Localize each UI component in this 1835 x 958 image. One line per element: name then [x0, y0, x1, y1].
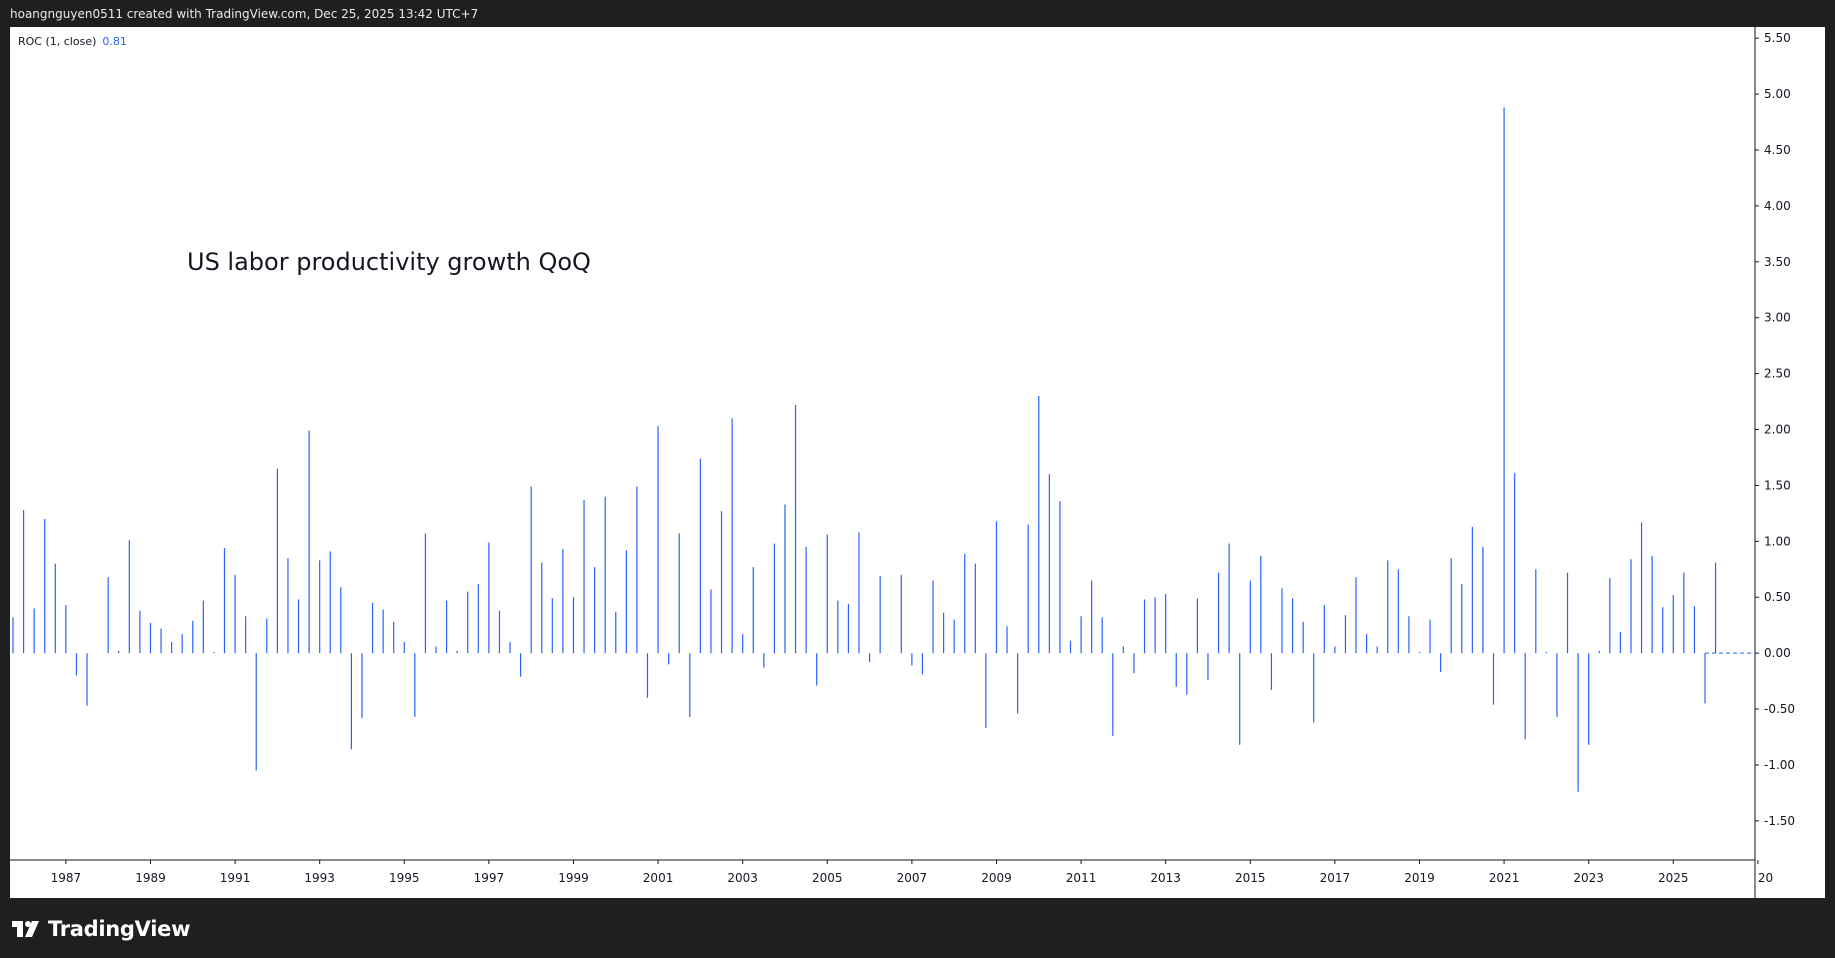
x-tick-label: 2011 [1066, 871, 1097, 885]
chart-credit-header: hoangnguyen0511 created with TradingView… [0, 0, 1835, 27]
y-tick-label: 5.50 [1764, 31, 1791, 45]
x-tick-label: 2019 [1404, 871, 1435, 885]
y-tick-label: 3.50 [1764, 255, 1791, 269]
y-tick-label: 1.00 [1764, 534, 1791, 548]
y-tick-label: 4.50 [1764, 143, 1791, 157]
indicator-legend[interactable]: ROC (1, close) 0.81 [18, 35, 127, 48]
x-tick-label: 2007 [897, 871, 928, 885]
x-tick-label: 2013 [1150, 871, 1181, 885]
y-tick-label: 0.00 [1764, 646, 1791, 660]
indicator-name: ROC (1, close) [18, 35, 97, 48]
x-tick-label: 2009 [981, 871, 1012, 885]
y-tick-label: 2.00 [1764, 423, 1791, 437]
y-tick-label: 4.00 [1764, 199, 1791, 213]
y-tick-label: 1.50 [1764, 478, 1791, 492]
x-tick-label: 2005 [812, 871, 843, 885]
y-tick-label: -1.00 [1764, 758, 1795, 772]
y-tick-label: -1.50 [1764, 814, 1795, 828]
y-axis-ticks: 5.50 5.00 4.50 4.00 3.50 3.00 2.50 2.00 1.50 1.00… [1755, 31, 1795, 828]
x-tick-label: 2023 [1573, 871, 1604, 885]
tradingview-footer[interactable]: TradingView [12, 914, 190, 944]
x-tick-label: 1999 [558, 871, 589, 885]
indicator-last-value: 0.81 [102, 35, 127, 48]
tradingview-brand-text: TradingView [48, 917, 191, 941]
bar-series [12, 107, 1717, 792]
x-axis-ticks: 1987 1989 1991 1993 1995 1997 1999 2001 2003 2005… [51, 860, 1773, 885]
x-tick-label: 20 [1758, 871, 1773, 885]
x-tick-label: 2001 [643, 871, 674, 885]
x-tick-label: 2017 [1320, 871, 1351, 885]
y-tick-label: -0.50 [1764, 702, 1795, 716]
x-tick-label: 2021 [1489, 871, 1520, 885]
x-tick-label: 1987 [51, 871, 82, 885]
x-tick-label: 1989 [135, 871, 166, 885]
x-tick-label: 2003 [727, 871, 758, 885]
x-tick-label: 1993 [304, 871, 335, 885]
x-tick-label: 2015 [1235, 871, 1266, 885]
credit-text: hoangnguyen0511 created with TradingView… [10, 7, 479, 21]
tradingview-logo-icon [12, 921, 39, 937]
chart-annotation-text: US labor productivity growth QoQ [187, 248, 591, 276]
y-tick-label: 3.00 [1764, 311, 1791, 325]
x-tick-label: 1991 [220, 871, 251, 885]
roc-bar-chart: 5.50 5.00 4.50 4.00 3.50 3.00 2.50 2.00 1.50 1.00… [10, 27, 1795, 898]
x-tick-label: 1997 [474, 871, 505, 885]
y-tick-label: 0.50 [1764, 590, 1791, 604]
chart-frame: 5.50 5.00 4.50 4.00 3.50 3.00 2.50 2.00 1.50 1.00… [10, 27, 1825, 898]
x-tick-label: 2025 [1658, 871, 1689, 885]
y-tick-label: 2.50 [1764, 367, 1791, 381]
x-tick-label: 1995 [389, 871, 420, 885]
y-tick-label: 5.00 [1764, 87, 1791, 101]
